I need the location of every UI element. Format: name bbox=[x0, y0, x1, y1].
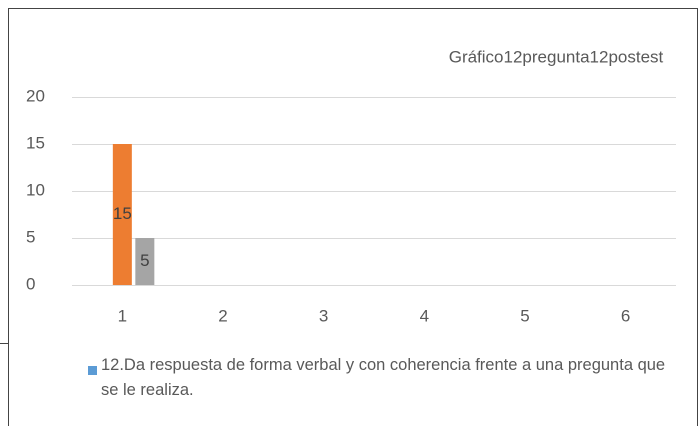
y-tick-label: 10 bbox=[26, 180, 45, 199]
y-tick-label: 0 bbox=[26, 274, 35, 293]
data-label: 5 bbox=[140, 251, 149, 270]
legend-entry: 12.Da respuesta de forma verbal y con co… bbox=[101, 356, 666, 399]
y-tick-label: 15 bbox=[26, 133, 45, 152]
legend-text: 12.Da respuesta de forma verbal y con co… bbox=[101, 356, 666, 399]
x-tick-label: 6 bbox=[621, 306, 630, 325]
x-tick-label: 2 bbox=[218, 306, 227, 325]
y-tick-label: 20 bbox=[26, 86, 45, 105]
bar bbox=[112, 144, 132, 285]
x-tick-label: 1 bbox=[118, 306, 127, 325]
chart-title: Gráfico12pregunta12postest bbox=[449, 47, 664, 66]
data-label: 15 bbox=[113, 204, 132, 223]
x-tick-label: 3 bbox=[319, 306, 328, 325]
legend-swatch bbox=[88, 366, 97, 375]
y-tick-label: 5 bbox=[26, 227, 35, 246]
bar bbox=[135, 238, 155, 285]
x-tick-label: 4 bbox=[420, 306, 429, 325]
x-tick-label: 5 bbox=[520, 306, 529, 325]
